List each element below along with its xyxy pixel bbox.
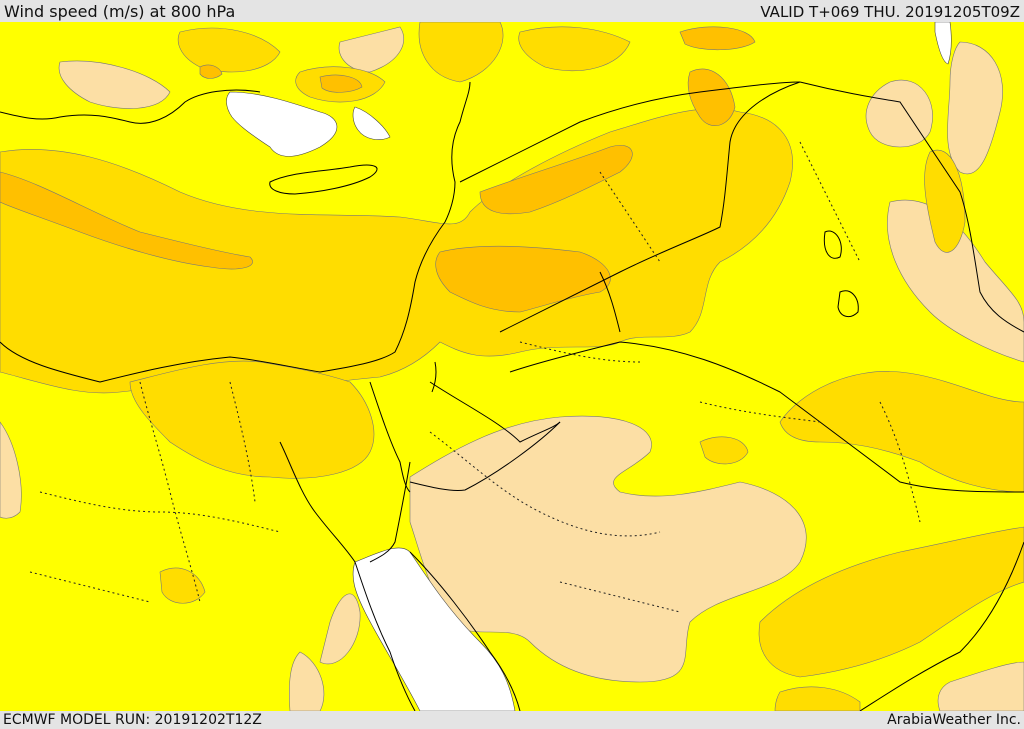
map-title: Wind speed (m/s) at 800 hPa bbox=[4, 2, 236, 21]
valid-time: VALID T+069 THU. 20191205T09Z bbox=[760, 3, 1020, 21]
map-header: Wind speed (m/s) at 800 hPa VALID T+069 … bbox=[0, 0, 1024, 22]
strong-wind-zones bbox=[0, 26, 756, 313]
map-canvas bbox=[0, 22, 1024, 711]
admin-boundaries bbox=[29, 141, 921, 613]
credit-text: ArabiaWeather Inc. bbox=[887, 712, 1021, 728]
wind-speed-map[interactable] bbox=[0, 22, 1024, 711]
calm-wind-zones bbox=[0, 26, 1024, 711]
map-footer: ECMWF MODEL RUN: 20191202T12Z ArabiaWeat… bbox=[0, 711, 1024, 729]
unshaded-areas bbox=[226, 22, 952, 711]
model-run: ECMWF MODEL RUN: 20191202T12Z bbox=[3, 712, 262, 728]
coastlines-borders bbox=[0, 81, 1024, 711]
